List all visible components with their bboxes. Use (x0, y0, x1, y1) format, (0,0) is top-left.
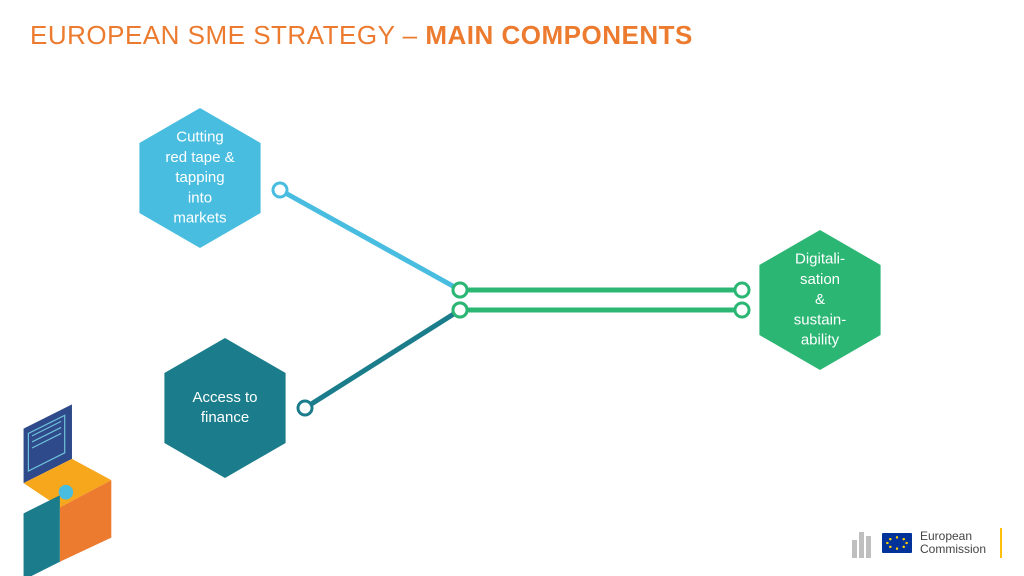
ec-logo-line1: European (920, 529, 972, 543)
hex-finance: Access to finance (164, 338, 285, 478)
ec-logo: European Commission (852, 528, 1002, 558)
connector-c-mid1 (453, 283, 749, 297)
ec-logo-text: European Commission (920, 530, 986, 556)
ec-logo-accent (1000, 528, 1002, 558)
eu-flag-icon (882, 533, 912, 553)
slide-root: EUROPEAN SME STRATEGY – MAIN COMPONENTS … (0, 0, 1024, 576)
hex-label-red-tape: markets (173, 209, 226, 226)
connector-c-top (273, 183, 467, 297)
ec-logo-bars (852, 528, 874, 558)
hex-digital: Digitali-sation & sustain-ability (759, 230, 880, 370)
hex-label-digital: ability (801, 331, 840, 348)
hex-label-digital: & (815, 291, 825, 308)
connector-c-mid2 (453, 303, 749, 317)
hex-label-red-tape: Cutting (176, 128, 224, 145)
hex-red-tape: Cutting red tape & tapping into markets (139, 108, 260, 248)
hex-label-red-tape: red tape & (165, 149, 234, 166)
hex-label-finance: finance (201, 409, 249, 426)
hex-label-red-tape: tapping (175, 169, 224, 186)
hex-label-finance: Access to (192, 389, 257, 406)
connector-c-bot (298, 303, 467, 415)
hex-label-digital: Digitali- (795, 250, 845, 267)
ec-logo-line2: Commission (920, 543, 986, 556)
hex-label-digital: sation (800, 271, 840, 288)
hex-label-red-tape: into (188, 189, 212, 206)
hex-label-digital: sustain- (794, 311, 847, 328)
diagram-canvas: Cutting red tape & tapping into markets Acces… (0, 0, 1024, 576)
